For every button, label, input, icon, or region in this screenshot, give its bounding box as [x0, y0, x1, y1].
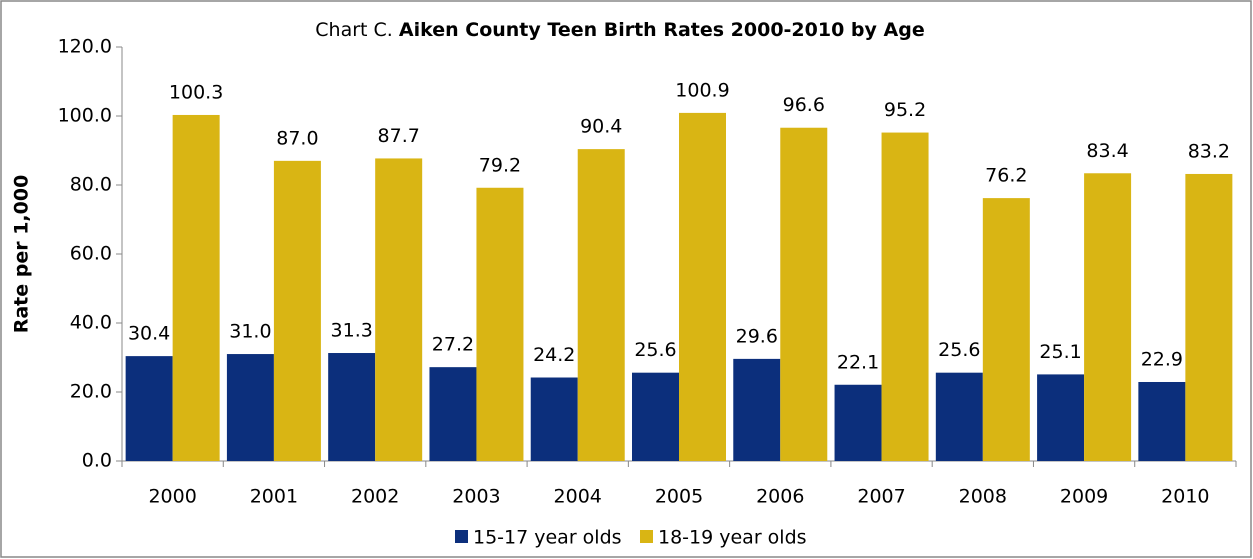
- bar: [982, 198, 1030, 462]
- legend-label: 18-19 year olds: [658, 527, 807, 549]
- bar: [375, 158, 423, 461]
- title-main: Aiken County Teen Birth Rates 2000-2010 …: [399, 19, 925, 41]
- bar: [834, 384, 882, 461]
- y-axis-label: Rate per 1,000: [11, 175, 33, 334]
- y-tick-label: 80.0: [70, 174, 112, 196]
- bar: [273, 160, 321, 461]
- bar: [679, 112, 726, 462]
- y-tick-label: 120.0: [58, 36, 112, 58]
- bar: [328, 353, 376, 461]
- y-tick-label: 20.0: [70, 381, 112, 403]
- value-label: 22.9: [1141, 348, 1183, 370]
- x-tick-label: 2000: [148, 486, 196, 508]
- value-label: 29.6: [736, 325, 778, 347]
- x-tick-label: 2006: [756, 486, 804, 508]
- x-tick-label: 2001: [250, 486, 298, 508]
- x-tick-label: 2010: [1161, 486, 1209, 508]
- value-label: 30.4: [128, 323, 170, 345]
- value-label: 25.1: [1039, 341, 1081, 363]
- bar: [733, 358, 781, 461]
- y-tick-label: 40.0: [70, 312, 112, 334]
- value-label: 24.2: [533, 344, 575, 366]
- x-tick-label: 2003: [452, 486, 500, 508]
- bar: [881, 132, 929, 461]
- bar: [1037, 374, 1085, 461]
- bar: [429, 367, 477, 461]
- value-label: 95.2: [884, 99, 926, 121]
- legend-swatch: [640, 530, 653, 543]
- value-label: 27.2: [432, 334, 474, 356]
- value-label: 31.0: [229, 321, 271, 343]
- value-label: 22.1: [837, 351, 879, 373]
- value-label: 100.3: [169, 81, 223, 103]
- bar: [226, 354, 274, 461]
- legend-swatch: [455, 530, 468, 543]
- bar: [935, 372, 983, 461]
- bar: [172, 114, 220, 461]
- value-label: 87.7: [378, 125, 420, 147]
- bar: [1138, 381, 1186, 461]
- value-label: 90.4: [580, 116, 622, 138]
- bar: [125, 356, 173, 461]
- y-tick-label: 100.0: [58, 105, 112, 127]
- value-label: 25.6: [634, 339, 676, 361]
- value-label: 76.2: [985, 165, 1027, 187]
- x-tick-label: 2002: [351, 486, 399, 508]
- y-tick-label: 60.0: [70, 243, 112, 265]
- legend-label: 15-17 year olds: [473, 527, 622, 549]
- y-tick-label: 0.0: [82, 450, 112, 472]
- value-label: 31.3: [331, 320, 373, 342]
- x-tick-label: 2007: [857, 486, 905, 508]
- x-tick-label: 2008: [959, 486, 1007, 508]
- x-tick-label: 2009: [1060, 486, 1108, 508]
- value-label: 83.2: [1188, 140, 1230, 162]
- value-label: 83.4: [1086, 140, 1128, 162]
- x-tick-label: 2005: [655, 486, 703, 508]
- x-tick-label: 2004: [554, 486, 602, 508]
- bar: [1185, 173, 1233, 461]
- bar: [530, 377, 578, 461]
- value-label: 25.6: [938, 339, 980, 361]
- bar: [577, 149, 625, 461]
- value-label: 79.2: [479, 154, 521, 176]
- value-label: 87.0: [276, 127, 318, 149]
- value-label: 100.9: [675, 79, 729, 101]
- bar: [632, 372, 679, 461]
- bar: [476, 187, 524, 461]
- bar: [780, 127, 828, 461]
- bar: [1084, 173, 1132, 461]
- chart-title: Chart C. Aiken County Teen Birth Rates 2…: [315, 19, 924, 41]
- title-prefix: Chart C.: [315, 19, 393, 41]
- value-label: 96.6: [783, 94, 825, 116]
